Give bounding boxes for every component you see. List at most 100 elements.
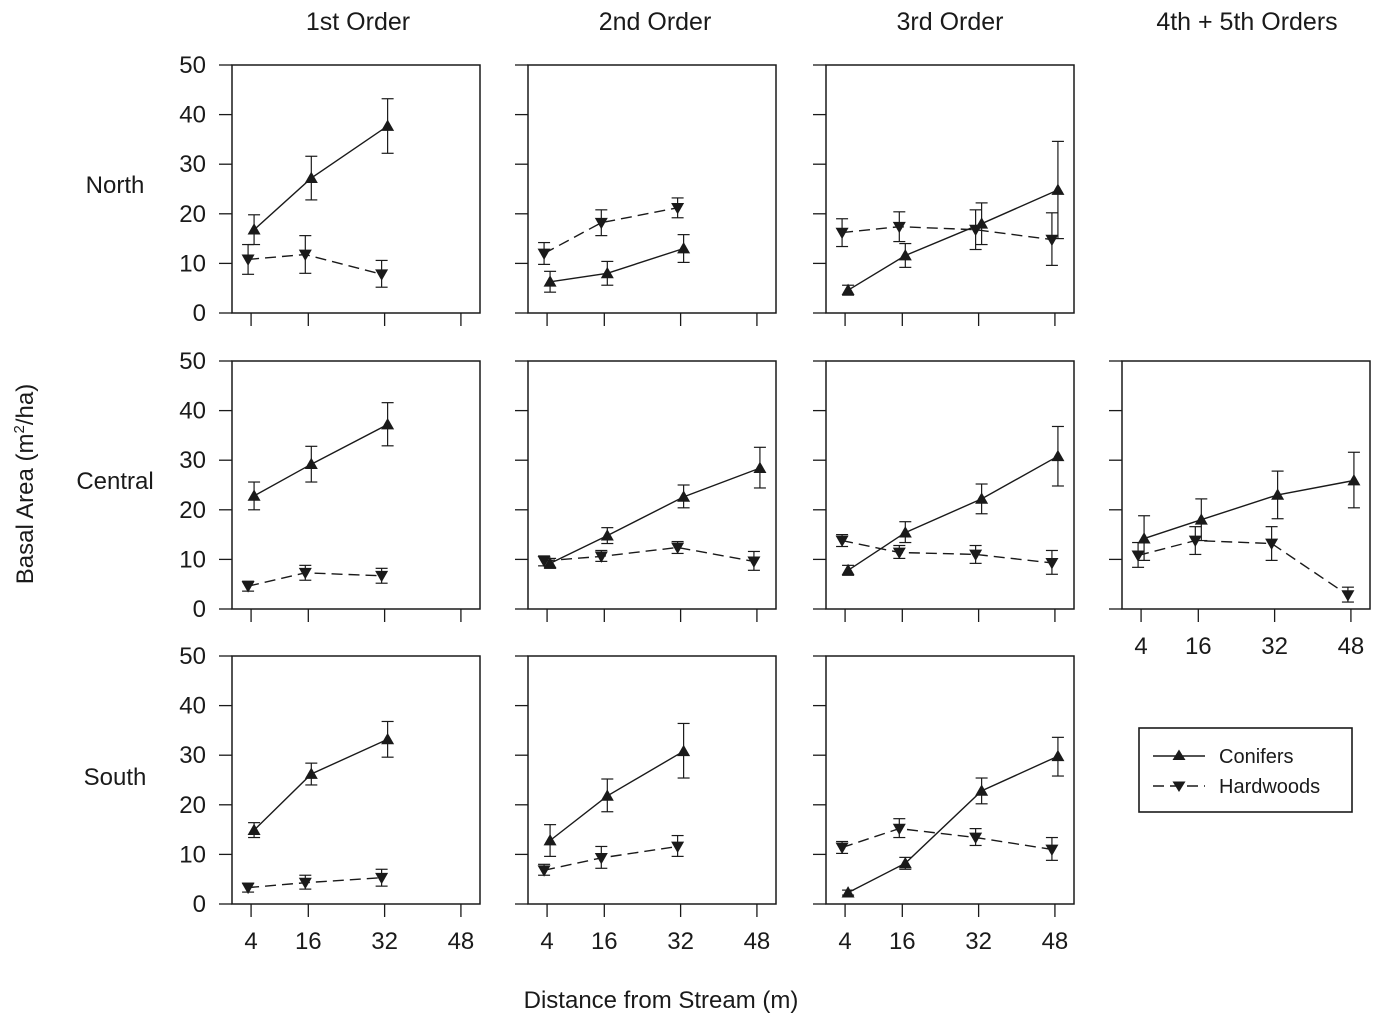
panel-central-1st-order: 0 10 20 30 40 50 <box>179 348 481 623</box>
row-label-central: Central <box>76 468 153 495</box>
y-tick-label: 40 <box>179 693 206 720</box>
column-title-4th-5th-orders: 4th + 5th Orders <box>1156 8 1337 36</box>
hardwoods-point <box>298 249 312 261</box>
panel-north-1st-order: 0 10 20 30 40 50 <box>179 52 481 327</box>
panel-frame <box>825 64 1075 314</box>
x-tick-label: 48 <box>1338 633 1365 660</box>
conifers-point <box>898 526 912 538</box>
conifers-point <box>975 492 989 504</box>
panel-frame <box>825 655 1075 905</box>
hardwoods-point <box>671 841 685 853</box>
column-title-2nd-order: 2nd Order <box>599 8 712 36</box>
hardwoods-point <box>594 852 608 865</box>
hardwoods-point <box>1045 234 1059 247</box>
conifers-point <box>1271 488 1285 500</box>
conifers-line <box>1143 479 1355 540</box>
x-tick-label: 32 <box>1261 633 1288 660</box>
y-tick-label: 40 <box>179 398 206 425</box>
conifers-point <box>975 784 989 796</box>
x-axis-title: Distance from Stream (m) <box>524 987 799 1014</box>
conifers-line <box>253 423 388 497</box>
x-tick-label: 32 <box>667 928 694 955</box>
hardwoods-line <box>543 207 678 255</box>
hardwoods-point <box>537 248 551 260</box>
conifers-point <box>600 266 614 279</box>
hardwoods-point <box>537 865 551 877</box>
hardwoods-point <box>375 570 389 583</box>
conifers-point <box>975 217 989 229</box>
conifers-point <box>1051 449 1065 462</box>
hardwoods-point <box>594 217 608 230</box>
y-axis-title-main: Basal Area (m <box>12 433 39 584</box>
conifers-line <box>253 738 388 831</box>
conifers-point <box>677 744 691 757</box>
legend-conifers-marker <box>1172 749 1186 760</box>
legend-box <box>1138 727 1353 813</box>
hardwoods-line <box>842 225 1052 241</box>
hardwoods-line <box>248 877 382 889</box>
panels-group: 0 10 20 30 40 50 0 10 20 30 40 50 4 16 32 48 0 10 20 30 40 50… <box>179 52 1371 955</box>
x-tick-label: 4 <box>1134 633 1147 660</box>
panel-north-2nd-order <box>515 64 777 326</box>
hardwoods-point <box>747 556 761 568</box>
hardwoods-point <box>969 832 983 845</box>
panel-frame <box>1121 360 1371 610</box>
x-tick-label: 32 <box>371 928 398 955</box>
conifers-line <box>847 755 1059 894</box>
x-tick-label: 48 <box>744 928 771 955</box>
x-tick-label: 16 <box>889 928 916 955</box>
conifers-line <box>847 189 1059 291</box>
hardwoods-point <box>594 551 608 563</box>
y-tick-label: 40 <box>179 102 206 129</box>
y-tick-label: 20 <box>179 497 206 524</box>
hardwoods-line <box>248 253 382 275</box>
x-tick-label: 48 <box>1042 928 1069 955</box>
y-tick-label: 10 <box>179 841 206 868</box>
conifers-point <box>753 461 767 474</box>
panel-south-2nd-order: 4 16 32 48 <box>515 655 777 955</box>
x-tick-label: 4 <box>540 928 553 955</box>
conifers-line <box>549 750 684 842</box>
y-tick-label: 0 <box>193 891 206 918</box>
conifers-line <box>847 455 1059 571</box>
row-label-south: South <box>84 764 147 791</box>
conifers-point <box>247 823 261 835</box>
y-axis-title-end: /ha) <box>12 384 39 425</box>
hardwoods-point <box>1341 590 1355 602</box>
hardwoods-point <box>1045 844 1059 856</box>
conifers-point <box>381 732 395 745</box>
x-tick-label: 16 <box>1185 633 1212 660</box>
y-tick-label: 50 <box>179 348 206 375</box>
x-tick-label: 32 <box>965 928 992 955</box>
conifers-point <box>247 223 261 235</box>
hardwoods-point <box>835 227 849 240</box>
conifers-point <box>304 171 318 183</box>
conifers-point <box>898 248 912 261</box>
column-title-1st-order: 1st Order <box>306 8 410 36</box>
panel-frame <box>527 64 777 314</box>
conifers-line <box>549 467 761 565</box>
conifers-point <box>600 789 614 801</box>
hardwoods-point <box>671 542 685 554</box>
conifers-point <box>1137 532 1151 544</box>
y-tick-label: 20 <box>179 201 206 228</box>
y-axis-title: Basal Area (m2/ha) <box>11 384 39 584</box>
hardwoods-point <box>375 269 389 281</box>
y-tick-label: 50 <box>179 52 206 79</box>
hardwoods-point <box>1131 550 1145 562</box>
row-label-north: North <box>86 172 145 199</box>
x-tick-label: 16 <box>295 928 322 955</box>
hardwoods-point <box>241 254 255 266</box>
hardwoods-point <box>1045 557 1059 570</box>
hardwoods-line <box>841 539 1052 564</box>
hardwoods-point <box>892 221 906 234</box>
y-tick-label: 10 <box>179 546 206 573</box>
panel-frame <box>231 64 481 314</box>
conifers-point <box>898 856 912 869</box>
conifers-point <box>1051 749 1065 762</box>
conifers-point <box>1194 513 1208 525</box>
panel-central-2nd-order <box>515 360 777 622</box>
hardwoods-point <box>892 823 906 836</box>
conifers-point <box>841 886 855 898</box>
